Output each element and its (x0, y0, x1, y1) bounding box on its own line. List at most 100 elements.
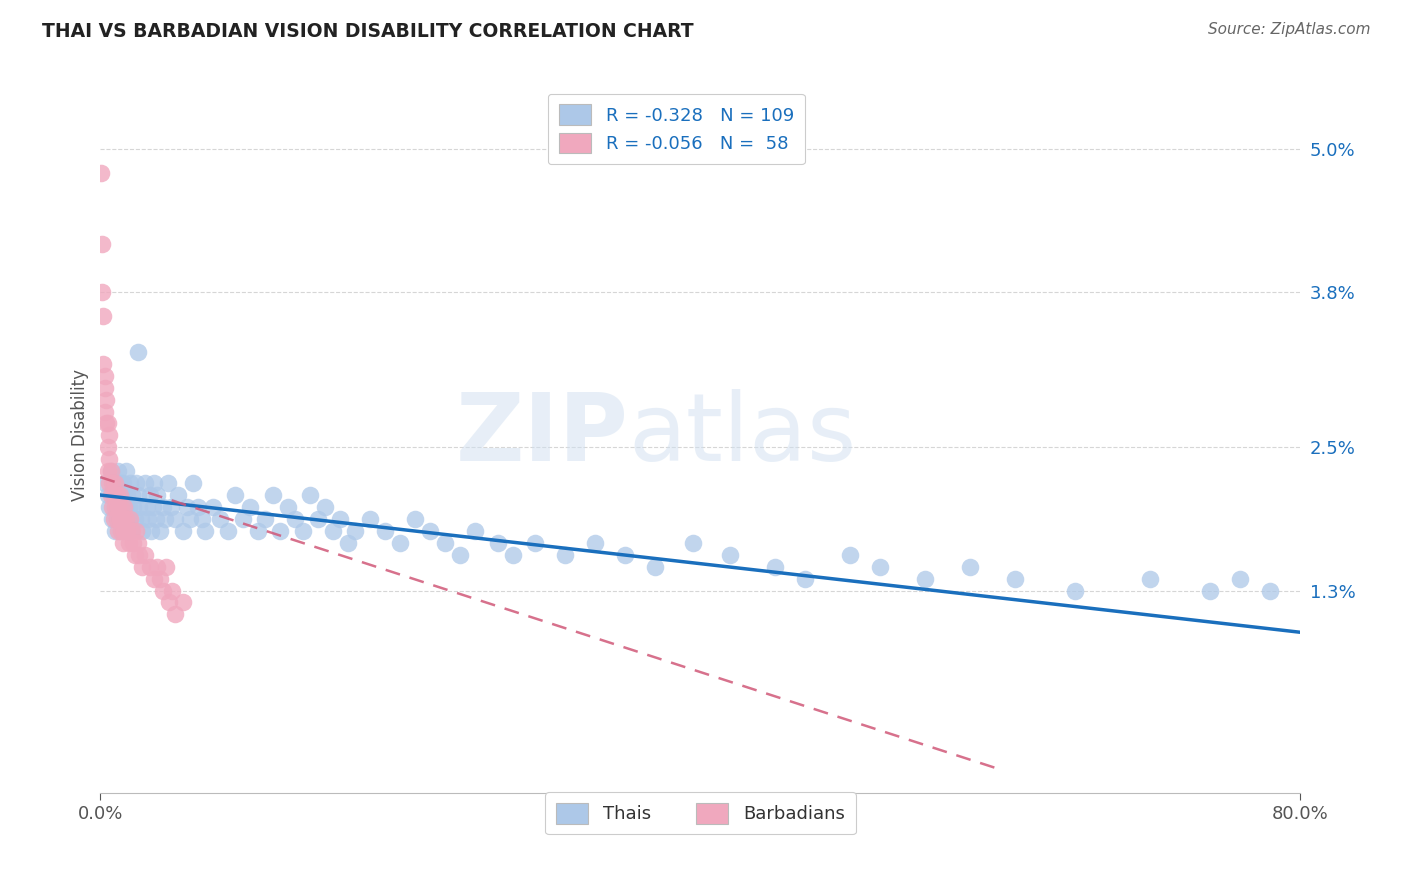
Point (105, 512, 128, 526)
Point (124, 512, 146, 526)
Point (284, 512, 307, 526)
Point (111, 535, 134, 549)
Point (96, 392, 118, 407)
Point (97, 464, 120, 478)
Point (120, 512, 142, 526)
Text: THAI VS BARBADIAN VISION DISABILITY CORRELATION CHART: THAI VS BARBADIAN VISION DISABILITY CORR… (42, 22, 693, 41)
Point (307, 512, 329, 526)
Point (277, 500, 299, 514)
Point (359, 512, 381, 526)
Point (146, 488, 169, 502)
Point (93, 357, 115, 371)
Point (117, 524, 139, 538)
Point (269, 524, 291, 538)
Point (131, 559, 153, 574)
Point (104, 500, 127, 514)
Point (155, 559, 177, 574)
Point (179, 512, 201, 526)
Point (449, 548, 471, 562)
Point (160, 500, 183, 514)
Point (794, 572, 817, 586)
Point (176, 500, 198, 514)
Point (1139, 572, 1161, 586)
Point (217, 524, 239, 538)
Point (97, 488, 120, 502)
Point (1229, 572, 1251, 586)
Point (96, 417, 118, 431)
Point (90, 237, 112, 252)
Point (254, 512, 277, 526)
Point (120, 524, 142, 538)
Point (138, 512, 160, 526)
Text: Source: ZipAtlas.com: Source: ZipAtlas.com (1208, 22, 1371, 37)
Point (100, 488, 122, 502)
Point (165, 607, 187, 622)
Point (145, 512, 167, 526)
Point (107, 500, 129, 514)
Point (291, 524, 314, 538)
Point (98, 476, 121, 491)
Point (1199, 583, 1222, 598)
Point (153, 512, 176, 526)
Point (121, 488, 143, 502)
Point (90, 285, 112, 300)
Point (329, 512, 352, 526)
Point (419, 524, 441, 538)
Point (110, 500, 132, 514)
Legend: Thais, Barbadians: Thais, Barbadians (546, 792, 856, 834)
Point (239, 500, 262, 514)
Point (524, 535, 547, 549)
Text: ZIP: ZIP (456, 390, 628, 482)
Point (108, 512, 131, 526)
Point (107, 464, 129, 478)
Point (209, 512, 232, 526)
Point (131, 524, 153, 538)
Point (93, 309, 115, 323)
Point (374, 524, 396, 538)
Point (183, 476, 205, 491)
Point (104, 476, 127, 491)
Point (103, 476, 125, 491)
Point (718, 548, 741, 562)
Point (117, 488, 139, 502)
Point (869, 559, 891, 574)
Point (104, 500, 127, 514)
Point (583, 535, 606, 549)
Point (914, 572, 936, 586)
Point (152, 583, 174, 598)
Point (118, 535, 141, 549)
Point (1004, 572, 1026, 586)
Point (112, 500, 135, 514)
Point (101, 476, 124, 491)
Point (162, 583, 184, 598)
Point (143, 476, 166, 491)
Point (98, 500, 121, 514)
Point (167, 488, 190, 502)
Point (125, 524, 148, 538)
Point (434, 535, 457, 549)
Point (127, 488, 149, 502)
Point (135, 500, 157, 514)
Point (127, 535, 149, 549)
Point (101, 500, 124, 514)
Point (111, 512, 134, 526)
Point (644, 559, 666, 574)
Point (101, 512, 124, 526)
Point (121, 524, 143, 538)
Point (94, 381, 117, 395)
Point (502, 548, 524, 562)
Point (90, 166, 112, 180)
Point (262, 488, 284, 502)
Point (128, 548, 150, 562)
Point (141, 524, 163, 538)
Point (103, 488, 125, 502)
Point (112, 512, 135, 526)
Point (100, 464, 122, 478)
Point (201, 500, 224, 514)
Point (122, 500, 145, 514)
Point (111, 476, 134, 491)
Point (554, 548, 576, 562)
Point (108, 488, 131, 502)
Point (142, 500, 165, 514)
Point (108, 476, 131, 491)
